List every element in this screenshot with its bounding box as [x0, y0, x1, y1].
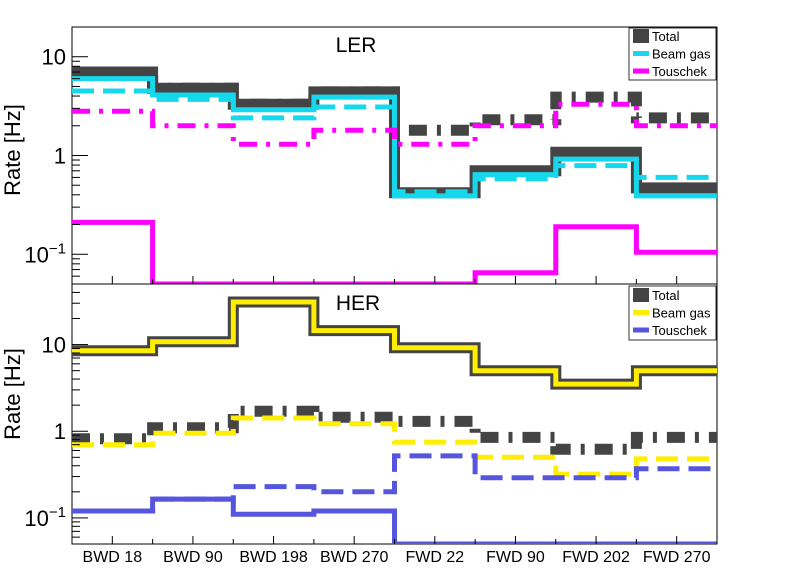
legend-label: Beam gas — [652, 47, 711, 62]
legend-label: Total — [652, 29, 680, 44]
x-category-label: FWD 202 — [562, 549, 630, 566]
legend-symbol — [633, 29, 649, 43]
x-category-label: FWD 90 — [486, 549, 545, 566]
her-series-3-dashed — [72, 415, 717, 477]
x-category-label: BWD 198 — [239, 549, 308, 566]
her-series-2-solid — [72, 299, 717, 387]
her-plot-frame — [71, 283, 718, 545]
legend-symbol — [633, 288, 649, 302]
legend-label: Touschek — [652, 323, 707, 338]
x-category-label: BWD 18 — [83, 549, 143, 566]
y-tick-label: 10 — [42, 333, 66, 358]
her-series-1-dashdot — [72, 405, 717, 455]
her-title: HER — [336, 292, 380, 315]
ler-y-axis-label: Rate [Hz] — [0, 104, 25, 196]
her-series-group — [72, 296, 717, 544]
her-series-5-dashed — [72, 453, 717, 514]
ler-title: LER — [336, 34, 377, 57]
x-category-label: FWD 22 — [405, 549, 464, 566]
legend-label: Touschek — [652, 64, 707, 79]
ler-panel: 10−1 1 10 LER Rate [Hz] Total Beam gas Tousc… — [0, 26, 718, 285]
y-tick-label: 10−1 — [24, 504, 66, 531]
y-tick-label: 10 — [42, 45, 66, 70]
ler-legend: Total Beam gas Touschek — [628, 27, 717, 81]
ler-series-3-dashed — [72, 88, 717, 195]
her-series-4-solid — [72, 496, 717, 544]
ler-series-5-dashdot — [72, 101, 717, 147]
x-axis: BWD 18 BWD 90 BWD 198 BWD 270 FWD 22 FWD 90 FW… — [83, 549, 711, 566]
ler-series-2-solid — [72, 76, 717, 199]
her-y-axis: 10−1 1 10 — [24, 283, 718, 545]
ler-y-axis: 10−1 1 10 — [24, 26, 718, 285]
y-tick-label: 1 — [54, 144, 66, 169]
ler-series-4-solid — [72, 219, 717, 284]
y-tick-label: 10−1 — [24, 240, 66, 267]
y-tick-label: 1 — [54, 419, 66, 444]
her-y-axis-label: Rate [Hz] — [0, 348, 25, 440]
x-category-label: BWD 90 — [163, 549, 223, 566]
her-panel: 10−1 1 10 HER Rate [Hz] Total Beam gas Tousc… — [0, 283, 718, 545]
x-category-label: FWD 270 — [643, 549, 711, 566]
x-category-label: BWD 270 — [320, 549, 389, 566]
her-legend: Total Beam gas Touschek — [628, 285, 717, 341]
legend-label: Total — [652, 288, 680, 303]
legend-label: Beam gas — [652, 306, 711, 321]
ler-series-group — [72, 66, 717, 284]
